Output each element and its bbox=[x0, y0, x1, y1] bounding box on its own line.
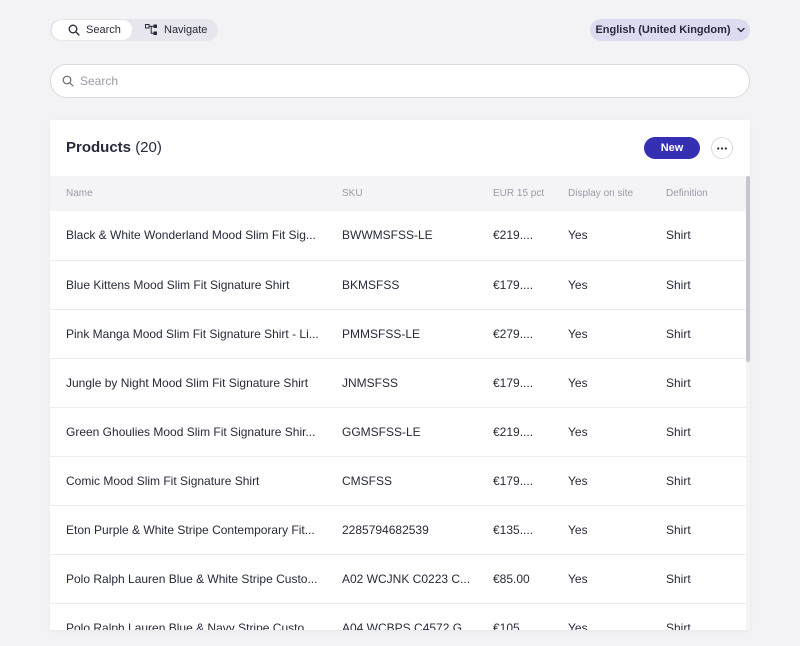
cell-definition: Shirt bbox=[650, 211, 746, 261]
products-header: Products (20) New bbox=[50, 120, 750, 176]
cell-definition: Shirt bbox=[650, 505, 746, 555]
table-header-row: Name SKU EUR 15 pct Display on site Defi… bbox=[50, 176, 746, 211]
cell-name: Eton Purple & White Stripe Contemporary … bbox=[50, 505, 326, 555]
cell-price: €135.... bbox=[477, 505, 552, 555]
cell-definition: Shirt bbox=[650, 554, 746, 604]
column-header-display[interactable]: Display on site bbox=[552, 176, 650, 211]
cell-price: €219.... bbox=[477, 407, 552, 457]
products-count: (20) bbox=[135, 139, 162, 156]
navigate-mode-label: Navigate bbox=[164, 24, 208, 36]
cell-sku: BWWMSFSS-LE bbox=[326, 211, 477, 261]
search-icon bbox=[68, 24, 80, 36]
table-scrollbar-track[interactable] bbox=[746, 176, 750, 630]
search-mode-button[interactable]: Search bbox=[52, 20, 132, 40]
cell-name: Pink Manga Mood Slim Fit Signature Shirt… bbox=[50, 309, 326, 359]
table-row[interactable]: Jungle by Night Mood Slim Fit Signature … bbox=[50, 358, 746, 408]
search-bar bbox=[50, 64, 750, 98]
cell-sku: 2285794682539 bbox=[326, 505, 477, 555]
column-header-definition[interactable]: Definition bbox=[650, 176, 746, 211]
table-row[interactable]: Polo Ralph Lauren Blue & White Stripe Cu… bbox=[50, 554, 746, 604]
search-icon bbox=[62, 75, 74, 87]
cell-display: Yes bbox=[552, 505, 650, 555]
cell-name: Green Ghoulies Mood Slim Fit Signature S… bbox=[50, 407, 326, 457]
cell-display: Yes bbox=[552, 603, 650, 630]
table-row[interactable]: Blue Kittens Mood Slim Fit Signature Shi… bbox=[50, 260, 746, 310]
products-title: Products bbox=[66, 139, 132, 156]
more-horizontal-icon bbox=[717, 146, 727, 150]
table-row[interactable]: Eton Purple & White Stripe Contemporary … bbox=[50, 505, 746, 555]
search-mode-label: Search bbox=[86, 24, 121, 36]
cell-definition: Shirt bbox=[650, 603, 746, 630]
chevron-down-icon bbox=[736, 27, 745, 33]
cell-display: Yes bbox=[552, 456, 650, 506]
cell-sku: PMMSFSS-LE bbox=[326, 309, 477, 359]
cell-display: Yes bbox=[552, 358, 650, 408]
cell-display: Yes bbox=[552, 260, 650, 310]
cell-definition: Shirt bbox=[650, 260, 746, 310]
cell-sku: CMSFSS bbox=[326, 456, 477, 506]
cell-definition: Shirt bbox=[650, 407, 746, 457]
hierarchy-icon bbox=[145, 24, 157, 35]
top-bar: Search Navigate English (United Kingdom) bbox=[50, 19, 750, 41]
cell-sku: A02 WCJNK C0223 C... bbox=[326, 554, 477, 604]
cell-price: €105.... bbox=[477, 603, 552, 630]
column-header-price[interactable]: EUR 15 pct bbox=[477, 176, 552, 211]
cell-sku: BKMSFSS bbox=[326, 260, 477, 310]
page-title: Products (20) bbox=[66, 139, 162, 156]
column-header-name[interactable]: Name bbox=[50, 176, 326, 211]
new-button-label: New bbox=[660, 142, 684, 154]
locale-dropdown[interactable]: English (United Kingdom) bbox=[590, 19, 750, 41]
table-row[interactable]: Pink Manga Mood Slim Fit Signature Shirt… bbox=[50, 309, 746, 359]
products-table-container: Name SKU EUR 15 pct Display on site Defi… bbox=[50, 176, 746, 630]
table-row[interactable]: Black & White Wonderland Mood Slim Fit S… bbox=[50, 211, 746, 261]
cell-price: €219.... bbox=[477, 211, 552, 261]
cell-name: Jungle by Night Mood Slim Fit Signature … bbox=[50, 358, 326, 408]
table-row[interactable]: Polo Ralph Lauren Blue & Navy Stripe Cus… bbox=[50, 603, 746, 630]
column-header-sku[interactable]: SKU bbox=[326, 176, 477, 211]
mode-switch: Search Navigate bbox=[50, 19, 218, 41]
cell-price: €179.... bbox=[477, 358, 552, 408]
locale-label: English (United Kingdom) bbox=[595, 24, 731, 36]
cell-definition: Shirt bbox=[650, 358, 746, 408]
cell-price: €279.... bbox=[477, 309, 552, 359]
new-product-button[interactable]: New bbox=[644, 137, 700, 159]
more-options-button[interactable] bbox=[711, 137, 733, 159]
cell-sku: A04 WCBPS C4572 G... bbox=[326, 603, 477, 630]
cell-name: Polo Ralph Lauren Blue & White Stripe Cu… bbox=[50, 554, 326, 604]
cell-name: Polo Ralph Lauren Blue & Navy Stripe Cus… bbox=[50, 603, 326, 630]
cell-definition: Shirt bbox=[650, 456, 746, 506]
cell-name: Blue Kittens Mood Slim Fit Signature Shi… bbox=[50, 260, 326, 310]
search-input[interactable] bbox=[80, 74, 749, 88]
products-card: Products (20) New Name SKU EUR 15 pct bbox=[50, 120, 750, 630]
cell-sku: GGMSFSS-LE bbox=[326, 407, 477, 457]
cell-display: Yes bbox=[552, 407, 650, 457]
table-row[interactable]: Comic Mood Slim Fit Signature Shirt CMSF… bbox=[50, 456, 746, 506]
navigate-mode-button[interactable]: Navigate bbox=[132, 20, 216, 40]
table-row[interactable]: Green Ghoulies Mood Slim Fit Signature S… bbox=[50, 407, 746, 457]
cell-display: Yes bbox=[552, 211, 650, 261]
cell-definition: Shirt bbox=[650, 309, 746, 359]
cell-display: Yes bbox=[552, 309, 650, 359]
products-table: Name SKU EUR 15 pct Display on site Defi… bbox=[50, 176, 746, 630]
cell-sku: JNMSFSS bbox=[326, 358, 477, 408]
cell-price: €85.00 bbox=[477, 554, 552, 604]
cell-name: Comic Mood Slim Fit Signature Shirt bbox=[50, 456, 326, 506]
cell-price: €179.... bbox=[477, 260, 552, 310]
cell-name: Black & White Wonderland Mood Slim Fit S… bbox=[50, 211, 326, 261]
table-scrollbar-thumb[interactable] bbox=[746, 176, 750, 362]
cell-display: Yes bbox=[552, 554, 650, 604]
cell-price: €179.... bbox=[477, 456, 552, 506]
